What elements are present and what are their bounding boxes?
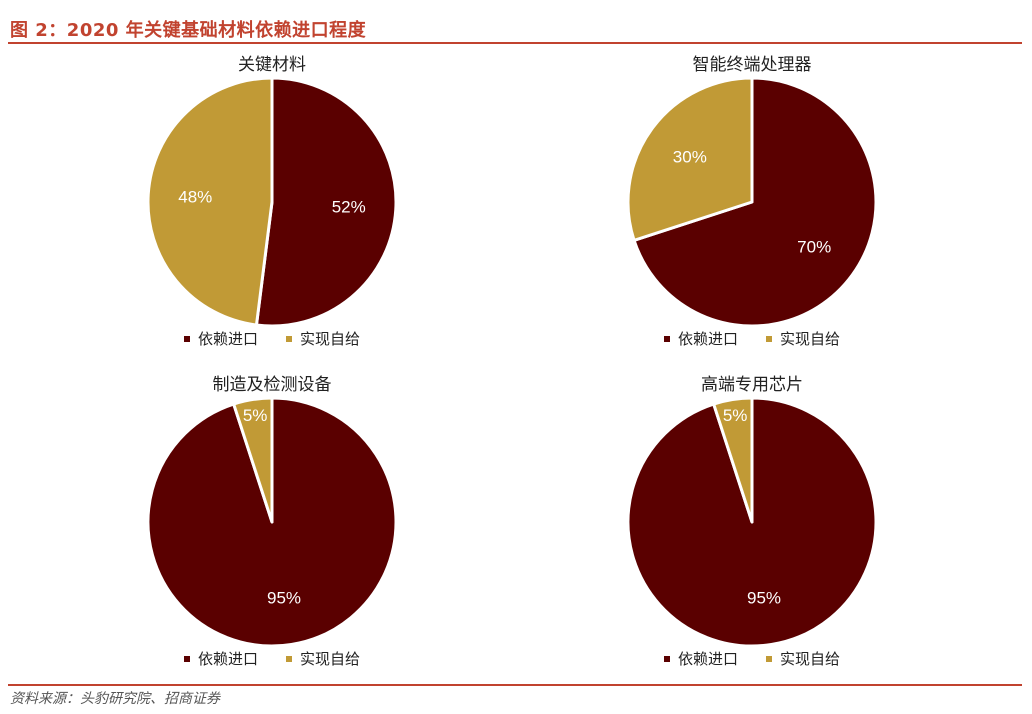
legend-swatch-self [766,335,772,342]
pie-chart-manufacturing-equipment: 95% 5% 制造及检测设备 依赖进口 实现自给 [82,366,462,676]
pie-slice-self [712,396,754,524]
bottom-rule [8,684,1022,686]
legend-item-self: 实现自给 [766,648,840,669]
slice-label-import: 52% [332,197,366,216]
slice-label-import: 95% [747,588,781,607]
chart-title: 关键材料 [238,55,306,75]
pie-chart-high-end-chips: 95% 5% 高端专用芯片 依赖进口 实现自给 [562,366,942,676]
slice-label-self: 30% [673,147,707,166]
chart-title: 智能终端处理器 [692,55,812,75]
chart-title: 制造及检测设备 [212,375,332,395]
legend-label: 实现自给 [780,330,841,348]
legend-label: 实现自给 [300,330,361,348]
pie-svg: 52% 48% [146,76,398,326]
pie-slice-self [146,76,274,326]
legend: 依赖进口 实现自给 [562,648,942,669]
legend: 依赖进口 实现自给 [82,648,462,669]
pie-svg: 95% 5% [146,396,398,646]
legend-item-import: 依赖进口 [183,648,258,669]
legend-label: 依赖进口 [197,330,258,348]
pie-slice-self [232,396,274,524]
legend-label: 依赖进口 [677,650,738,668]
legend-item-import: 依赖进口 [663,328,738,349]
pie-chart-terminal-processors: 70% 30% 智能终端处理器 依赖进口 实现自给 [562,46,942,356]
slice-label-import: 70% [797,238,831,257]
legend-label: 实现自给 [780,650,841,668]
slice-label-import: 95% [267,588,301,607]
figure-title: 图 2：2020 年关键基础材料依赖进口程度 [10,20,367,41]
pie-svg: 95% 5% [626,396,878,646]
legend-label: 依赖进口 [197,650,258,668]
legend-swatch-self [286,335,292,342]
pie-svg: 70% 30% [626,76,878,326]
legend-item-import: 依赖进口 [663,648,738,669]
legend-swatch-import [183,655,190,662]
legend-swatch-import [663,655,670,662]
legend-swatch-import [663,335,670,342]
pie-chart-key-materials: 52% 48% 关键材料 依赖进口 实现自给 [82,46,462,356]
pie-slice-self [626,76,754,242]
legend-swatch-import [183,335,190,342]
legend-item-self: 实现自给 [286,648,360,669]
pie-slice-import [632,76,878,326]
pie-slice-import [254,76,398,326]
chart-title: 高端专用芯片 [701,375,803,395]
top-rule [8,42,1022,44]
legend-swatch-self [766,655,772,662]
legend-item-self: 实现自给 [286,328,360,349]
source-note: 资料来源：头豹研究院、招商证券 [10,691,220,707]
legend-item-import: 依赖进口 [183,328,258,349]
legend: 依赖进口 实现自给 [82,328,462,349]
slice-label-self: 48% [178,188,212,207]
slice-label-self: 5% [723,406,748,425]
slice-label-self: 5% [243,406,268,425]
legend-label: 依赖进口 [677,330,738,348]
legend: 依赖进口 实现自给 [562,328,942,349]
legend-item-self: 实现自给 [766,328,840,349]
legend-label: 实现自给 [300,650,361,668]
legend-swatch-self [286,655,292,662]
